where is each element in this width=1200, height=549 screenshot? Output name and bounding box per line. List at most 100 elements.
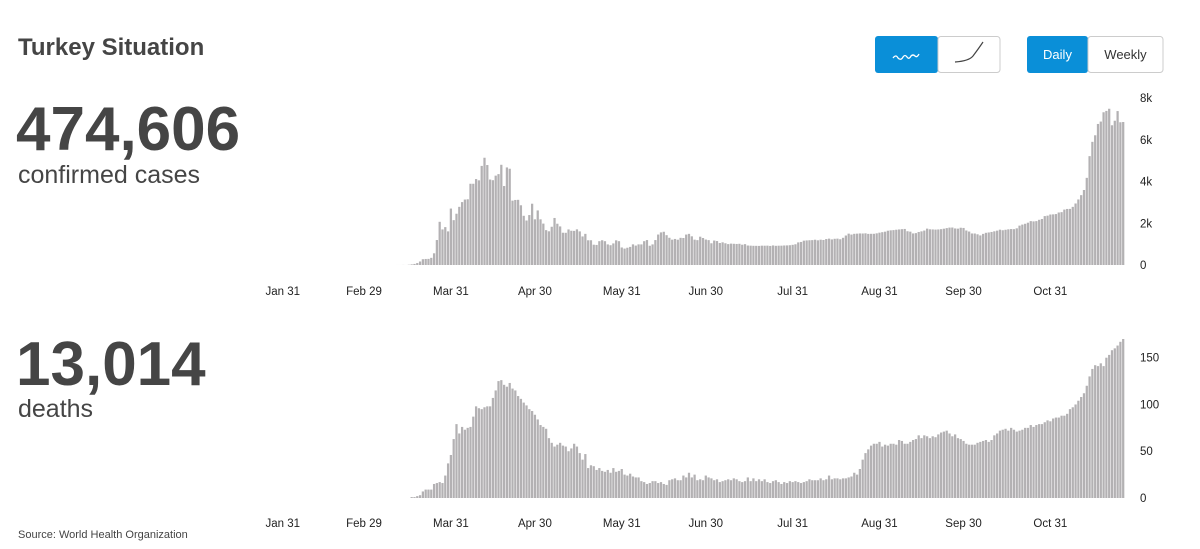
x-tick-label: Jul 31: [777, 518, 808, 530]
bar: [999, 431, 1001, 498]
bar: [447, 231, 449, 265]
bar: [758, 246, 760, 265]
bar: [926, 436, 928, 498]
bar: [766, 246, 768, 265]
bar: [679, 480, 681, 498]
bar: [1010, 428, 1012, 498]
bar: [436, 240, 438, 265]
bar: [993, 231, 995, 265]
bar: [654, 240, 656, 265]
bar: [489, 406, 491, 498]
chart-style-toggle: [875, 36, 1000, 73]
bar: [845, 478, 847, 498]
bar: [876, 444, 878, 498]
bar: [719, 482, 721, 498]
bar: [413, 497, 415, 498]
bar: [839, 479, 841, 498]
bar: [937, 229, 939, 265]
bar: [472, 184, 474, 265]
bar: [486, 406, 488, 498]
bar: [576, 229, 578, 265]
bar: [766, 482, 768, 498]
bar: [1086, 386, 1088, 498]
bar: [679, 238, 681, 265]
bar: [1083, 393, 1085, 498]
bar: [1016, 432, 1018, 498]
bar: [878, 233, 880, 265]
bar: [523, 216, 525, 265]
daily-label[interactable]: Daily: [1043, 47, 1072, 62]
bar: [1058, 418, 1060, 498]
bar: [1004, 230, 1006, 265]
bar: [906, 444, 908, 498]
bar: [719, 243, 721, 265]
bar: [598, 241, 600, 265]
bar: [1052, 419, 1054, 499]
bar: [458, 433, 460, 498]
bar: [1114, 348, 1116, 498]
bar: [786, 483, 788, 498]
bar: [923, 231, 925, 265]
bar: [1002, 430, 1004, 498]
bar: [565, 233, 567, 265]
bar: [483, 158, 485, 265]
page-title: Turkey Situation: [18, 34, 204, 61]
bar: [674, 239, 676, 265]
bar: [525, 405, 527, 498]
bar: [663, 232, 665, 265]
bar: [685, 477, 687, 498]
bar: [1049, 421, 1051, 498]
bar: [495, 176, 497, 265]
bar: [912, 440, 914, 498]
bar: [1035, 425, 1037, 498]
bar: [1069, 409, 1071, 498]
y-tick-label: 50: [1140, 446, 1153, 458]
bar: [1100, 363, 1102, 498]
bar: [444, 476, 446, 498]
bar: [982, 234, 984, 265]
bar: [934, 437, 936, 498]
bar: [1063, 416, 1065, 498]
bar: [1002, 230, 1004, 265]
bar: [999, 230, 1001, 265]
bar: [1091, 369, 1093, 498]
bar: [735, 244, 737, 265]
y-tick-label: 150: [1140, 353, 1159, 365]
bar: [724, 243, 726, 265]
bar: [500, 165, 502, 265]
bar: [439, 482, 441, 498]
x-tick-label: Jun 30: [689, 286, 724, 298]
bar: [1038, 424, 1040, 498]
bar: [668, 238, 670, 265]
bar: [738, 481, 740, 498]
bar: [590, 240, 592, 265]
bar: [873, 444, 875, 498]
bar: [786, 245, 788, 265]
bar: [453, 220, 455, 265]
bar: [593, 245, 595, 265]
bar: [1108, 355, 1110, 498]
bar: [990, 232, 992, 265]
bar: [915, 233, 917, 265]
bar: [750, 481, 752, 498]
bar: [960, 439, 962, 498]
bar: [1027, 223, 1029, 265]
bar: [979, 235, 981, 265]
bar: [1102, 112, 1104, 265]
bar: [693, 475, 695, 498]
bar: [870, 234, 872, 265]
bar: [988, 232, 990, 265]
cumulative-button[interactable]: [938, 37, 1000, 73]
bar: [520, 205, 522, 265]
bar: [1100, 122, 1102, 265]
bar: [601, 471, 603, 498]
bar: [623, 475, 625, 498]
bar: [542, 427, 544, 498]
bar: [901, 441, 903, 498]
x-tick-label: Oct 31: [1033, 518, 1067, 530]
bar: [481, 409, 483, 498]
linear-button[interactable]: [875, 36, 938, 73]
bar: [954, 228, 956, 265]
bar: [643, 482, 645, 498]
weekly-label[interactable]: Weekly: [1104, 47, 1147, 62]
